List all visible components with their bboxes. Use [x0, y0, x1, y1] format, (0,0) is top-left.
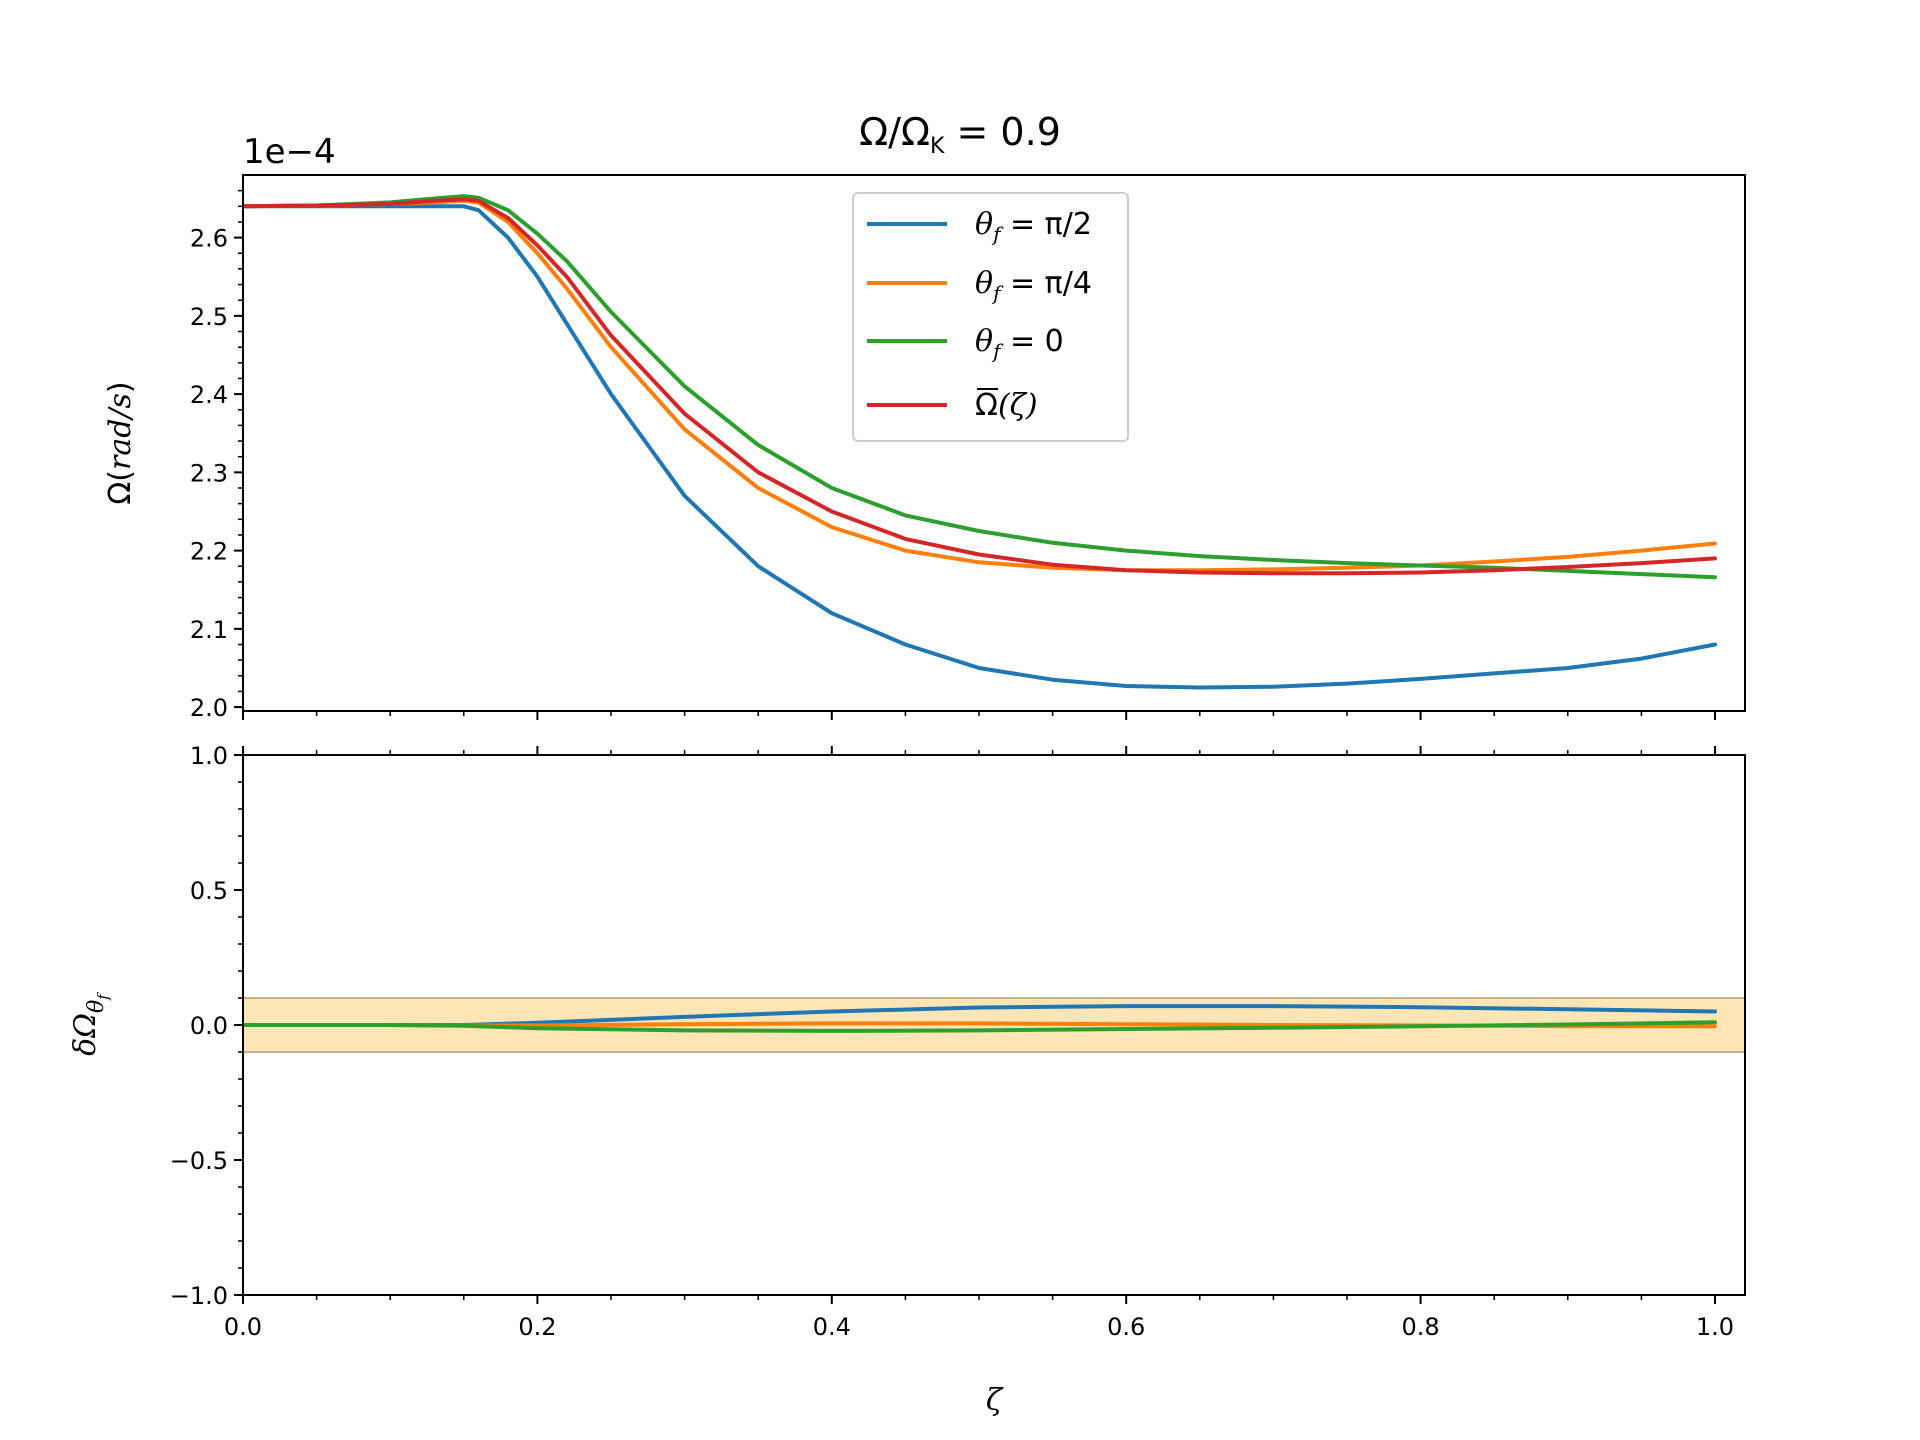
x-axis-label: ζ — [986, 1383, 1004, 1418]
y-tick-label: 2.1 — [190, 616, 228, 644]
bottom-plot-frame — [242, 754, 1746, 1296]
bottom-y-ticks: −1.0 −0.5 0.0 0.5 1.0 — [170, 742, 243, 1310]
legend: θf = π/2 θf = π/4 θf = 0 Ω(ζ) — [852, 192, 1129, 442]
y-tick-label: −1.0 — [170, 1282, 228, 1310]
bottom-panel: −1.0 −0.5 0.0 0.5 1.0 0.0 0.2 0.4 0.6 0.8 1.0 δΩθ… — [68, 742, 1746, 1418]
legend-entry-omega-mean: Ω(ζ) — [867, 388, 1038, 423]
y-tick-label: 2.3 — [190, 459, 228, 487]
top-x-ticks — [242, 711, 1716, 720]
y-tick-label: −0.5 — [170, 1147, 228, 1175]
bottom-series-lines — [243, 1004, 1717, 1033]
legend-entry-theta-0: θf = 0 — [867, 324, 1064, 363]
top-panel: 2.0 2.1 2.2 2.3 2.4 2.5 2.6 Ω(rad/s) θf = π/2 … — [103, 174, 1746, 722]
bottom-x-ticks: 0.0 0.2 0.4 0.6 0.8 1.0 — [224, 746, 1734, 1341]
legend-label: Ω(ζ) — [975, 388, 1038, 423]
top-y-ticks: 2.0 2.1 2.2 2.3 2.4 2.5 2.6 — [190, 189, 243, 722]
legend-label: θf = π/4 — [975, 266, 1092, 305]
bottom-y-axis-label: δΩθf — [68, 992, 112, 1056]
series-line — [243, 204, 1717, 690]
top-series-lines — [243, 194, 1717, 690]
top-y-axis-label: Ω(rad/s) — [103, 381, 138, 504]
legend-label: θf = π/2 — [975, 207, 1092, 246]
series-line — [243, 197, 1717, 576]
x-tick-label: 0.2 — [518, 1313, 556, 1341]
legend-label: θf = 0 — [975, 324, 1064, 363]
y-tick-label: 1.0 — [190, 742, 228, 770]
legend-entry-theta-pi-4: θf = π/4 — [867, 266, 1092, 305]
y-tick-label: 2.2 — [190, 538, 228, 566]
x-tick-label: 0.4 — [813, 1313, 851, 1341]
legend-frame — [852, 192, 1129, 442]
legend-entry-theta-pi-2: θf = π/2 — [867, 207, 1092, 246]
y-tick-label: 0.5 — [190, 877, 228, 905]
y-tick-label: 2.0 — [190, 694, 228, 722]
series-line — [243, 194, 1717, 580]
x-tick-label: 0.8 — [1402, 1313, 1440, 1341]
top-plot-frame — [242, 174, 1746, 712]
x-tick-label: 0.6 — [1107, 1313, 1145, 1341]
y-tick-label: 2.4 — [190, 381, 228, 409]
series-line — [243, 1020, 1717, 1033]
y-offset-text: 1e−4 — [243, 132, 336, 172]
x-tick-label: 1.0 — [1696, 1313, 1734, 1341]
x-tick-label: 0.0 — [224, 1313, 262, 1341]
chart-title: Ω/ΩK = 0.9 — [859, 110, 1061, 159]
y-tick-label: 0.0 — [190, 1012, 228, 1040]
y-tick-label: 2.5 — [190, 303, 228, 331]
y-tick-label: 2.6 — [190, 225, 228, 253]
